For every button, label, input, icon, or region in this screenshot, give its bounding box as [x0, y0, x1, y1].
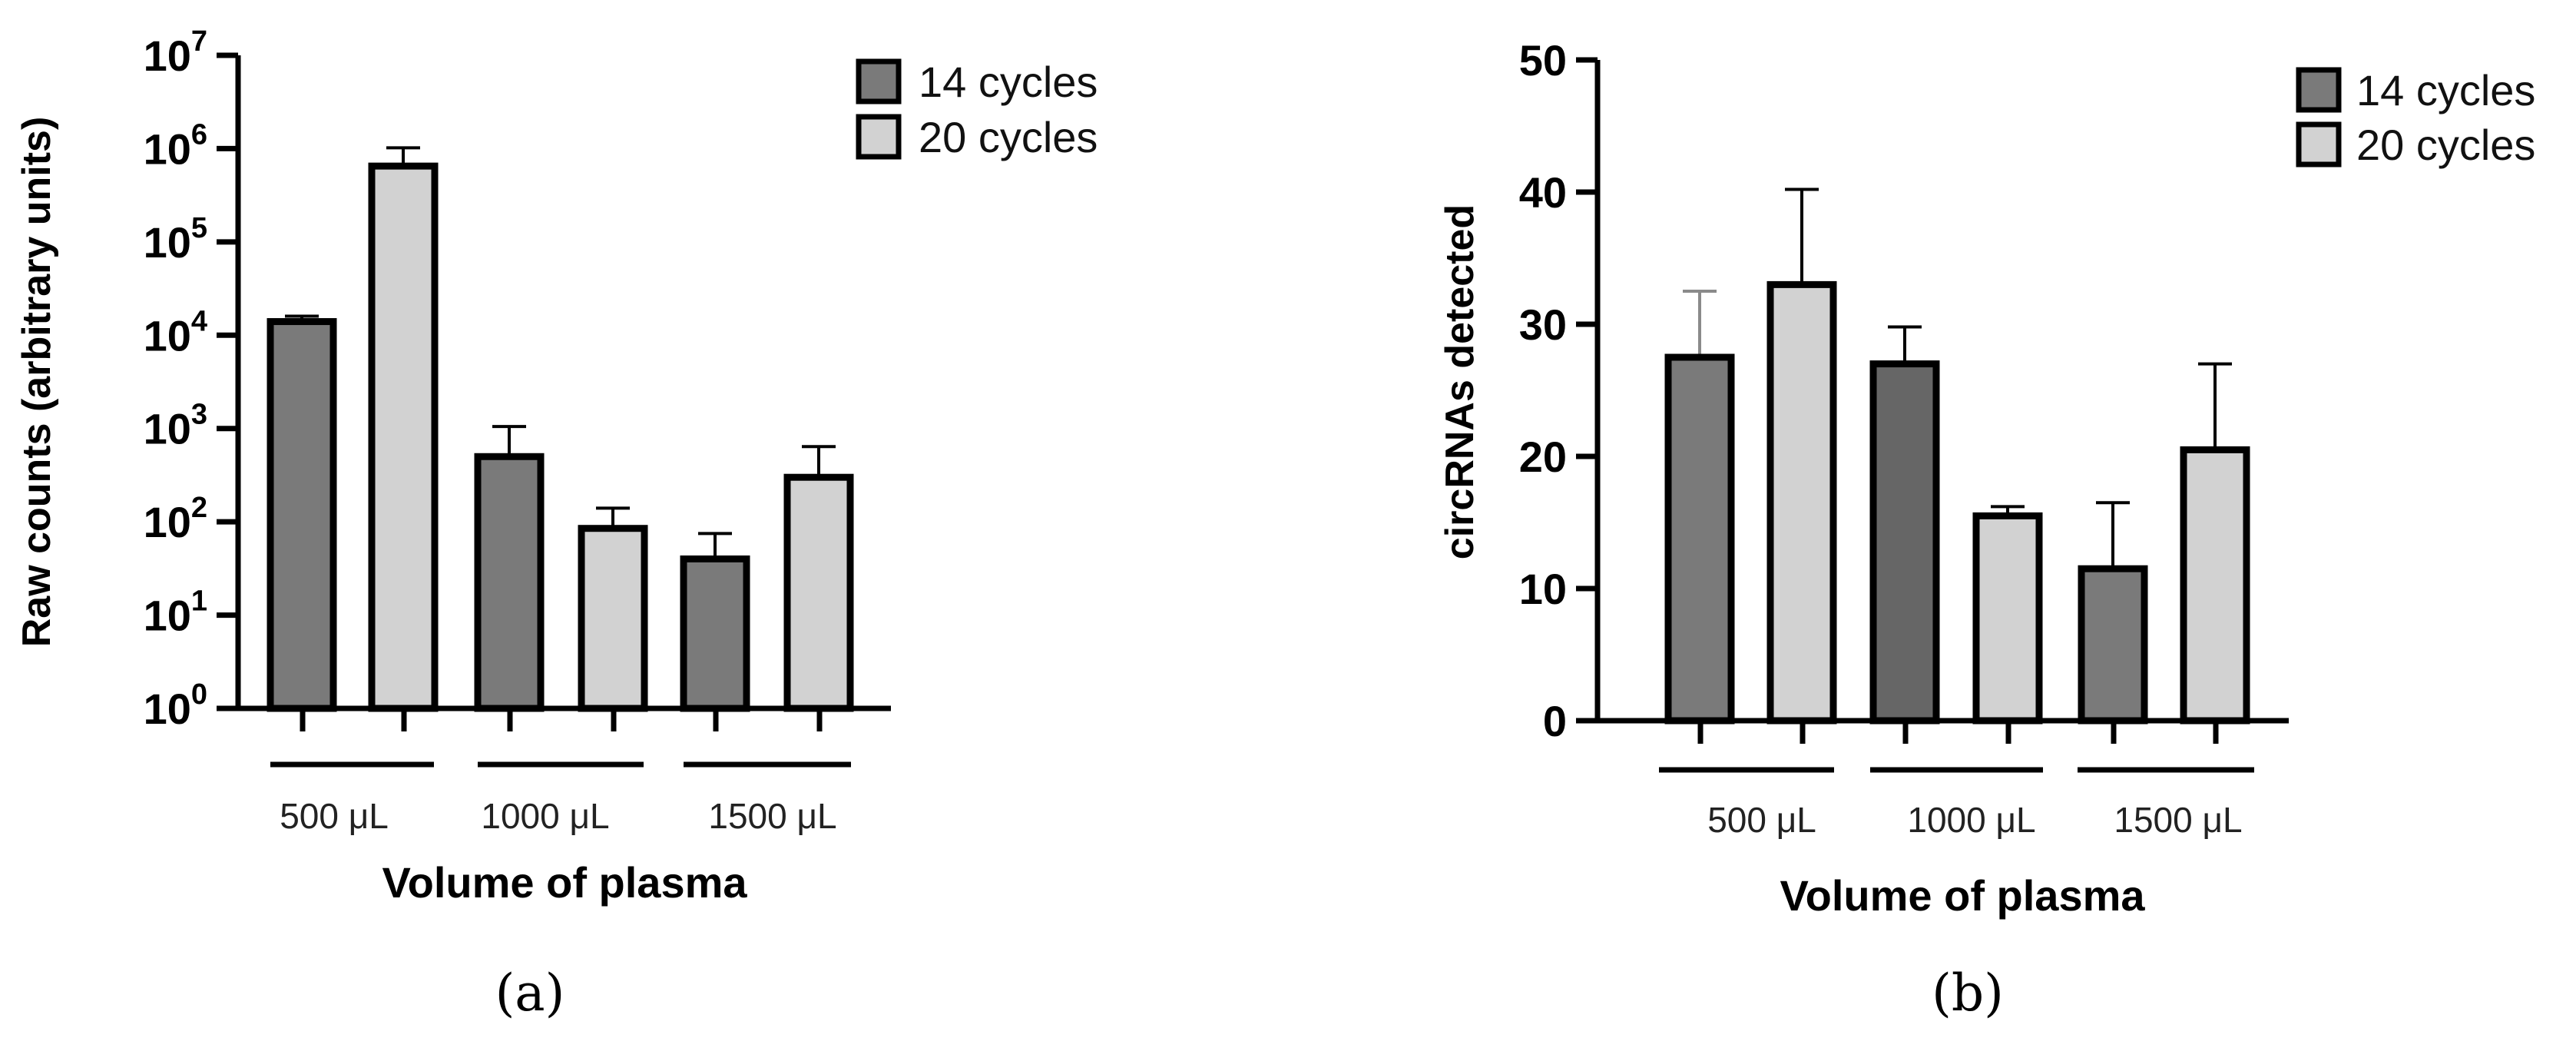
- y-tick-label-exponent: 1: [191, 585, 207, 618]
- y-tick-label-base: 10: [144, 685, 191, 733]
- y-tick-label-exponent: 5: [191, 212, 207, 244]
- y-tick-label: 102: [144, 492, 207, 546]
- legend-label: 14 cycles: [919, 58, 1098, 106]
- y-axis-title: Raw counts (arbitrary units): [15, 117, 59, 648]
- y-tick-label: 101: [144, 585, 207, 640]
- bar-14-cycles-0: [267, 318, 337, 712]
- bar-20-cycles-1: [1972, 512, 2043, 725]
- y-tick-label-exponent: 3: [191, 399, 207, 431]
- bar-14-cycles-1: [474, 453, 545, 712]
- legend-label: 14 cycles: [2356, 66, 2535, 114]
- legend-swatch-20-cycles: [2296, 121, 2342, 167]
- panel-label: (b): [1932, 963, 2004, 1023]
- category-label: 1500 μL: [2114, 800, 2242, 840]
- y-axis-title: circRNAs detected: [1438, 204, 1482, 559]
- x-axis-title: Volume of plasma: [382, 858, 747, 907]
- category-label: 1000 μL: [481, 796, 609, 836]
- bar-14-cycles-0: [1664, 353, 1735, 725]
- y-tick-label: 50: [1519, 36, 1567, 85]
- legend-swatch-20-cycles: [856, 114, 902, 160]
- bar-14-cycles-1: [1869, 360, 1940, 725]
- y-tick-label-exponent: 2: [191, 492, 207, 524]
- y-tick-label-base: 10: [144, 124, 191, 173]
- y-tick-label: 20: [1519, 433, 1567, 481]
- category-label: 500 μL: [280, 796, 389, 836]
- y-tick-label: 106: [144, 118, 207, 173]
- y-tick-label: 105: [144, 212, 207, 267]
- y-tick-label: 100: [144, 678, 207, 733]
- category-label: 1000 μL: [1907, 800, 2035, 840]
- y-tick-label: 40: [1519, 168, 1567, 217]
- category-label: 1500 μL: [708, 796, 836, 836]
- y-tick-label-exponent: 0: [191, 678, 207, 711]
- bar-20-cycles-2: [2180, 446, 2250, 725]
- y-tick-label: 30: [1519, 300, 1567, 349]
- y-tick-label-base: 10: [144, 32, 191, 80]
- x-axis-title: Volume of plasma: [1780, 871, 2145, 920]
- y-tick-label: 10: [1519, 565, 1567, 613]
- panel-b-circrnas-detected: 0 10 20 30 40 50 500 μL 1000 μL 1500 μL Volume of…: [1438, 36, 2535, 1023]
- legend-label: 20 cycles: [2356, 121, 2535, 169]
- y-tick-label-exponent: 6: [191, 118, 207, 151]
- y-tick-label-base: 10: [144, 498, 191, 546]
- y-tick-label: 103: [144, 399, 207, 453]
- bar-20-cycles-0: [368, 162, 439, 712]
- bar-20-cycles-1: [578, 525, 648, 712]
- y-tick-label-base: 10: [144, 218, 191, 267]
- bar-14-cycles-2: [680, 555, 750, 712]
- y-tick-label: 0: [1543, 697, 1567, 745]
- legend-label: 20 cycles: [919, 113, 1098, 161]
- bar-20-cycles-2: [783, 473, 854, 712]
- category-label: 500 μL: [1707, 800, 1816, 840]
- y-tick-label: 104: [144, 305, 207, 360]
- y-tick-label-exponent: 7: [191, 25, 207, 58]
- y-tick-label: 107: [144, 25, 207, 80]
- y-tick-label-base: 10: [144, 405, 191, 453]
- bar-20-cycles-0: [1766, 280, 1837, 725]
- legend-swatch-14-cycles: [2296, 67, 2342, 113]
- legend-swatch-14-cycles: [856, 58, 902, 104]
- y-tick-label-base: 10: [144, 592, 191, 640]
- panel-label: (a): [495, 963, 565, 1023]
- y-tick-label-exponent: 4: [191, 305, 207, 337]
- y-tick-label-base: 10: [144, 311, 191, 360]
- bar-14-cycles-2: [2078, 565, 2148, 725]
